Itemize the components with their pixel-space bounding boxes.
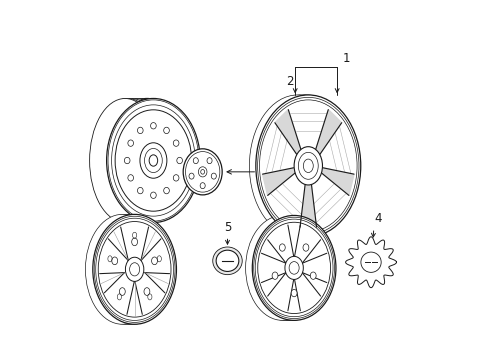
Ellipse shape (248, 215, 322, 320)
Ellipse shape (149, 155, 157, 166)
Ellipse shape (360, 252, 380, 273)
Ellipse shape (85, 215, 159, 324)
Ellipse shape (150, 192, 156, 198)
Polygon shape (262, 168, 295, 195)
Polygon shape (300, 180, 316, 227)
Ellipse shape (310, 272, 316, 279)
Text: 1: 1 (342, 52, 349, 65)
Ellipse shape (249, 95, 345, 237)
Text: 5: 5 (224, 221, 231, 234)
Ellipse shape (173, 175, 179, 181)
Polygon shape (321, 168, 353, 195)
Ellipse shape (251, 215, 325, 320)
Ellipse shape (143, 288, 149, 296)
Polygon shape (345, 237, 396, 288)
Ellipse shape (137, 127, 143, 134)
Ellipse shape (200, 183, 205, 189)
Ellipse shape (293, 147, 322, 185)
Ellipse shape (150, 123, 156, 129)
Ellipse shape (279, 244, 285, 251)
Ellipse shape (92, 99, 163, 222)
Ellipse shape (106, 99, 200, 222)
Ellipse shape (137, 188, 143, 194)
Ellipse shape (119, 288, 125, 296)
Ellipse shape (125, 257, 143, 282)
Ellipse shape (163, 188, 169, 194)
Text: 3: 3 (261, 165, 268, 178)
Ellipse shape (92, 215, 166, 324)
Ellipse shape (193, 158, 198, 164)
Ellipse shape (177, 157, 182, 164)
Ellipse shape (189, 173, 194, 179)
Text: 4: 4 (374, 212, 381, 225)
Ellipse shape (245, 215, 319, 320)
Ellipse shape (163, 127, 169, 134)
Ellipse shape (127, 140, 133, 146)
Ellipse shape (89, 99, 160, 222)
Ellipse shape (285, 256, 303, 279)
Ellipse shape (173, 140, 179, 146)
Ellipse shape (252, 215, 335, 320)
Ellipse shape (151, 257, 157, 265)
Ellipse shape (124, 157, 130, 164)
Ellipse shape (127, 175, 133, 181)
Ellipse shape (303, 244, 308, 251)
Ellipse shape (100, 99, 170, 222)
Ellipse shape (206, 158, 212, 164)
Ellipse shape (211, 173, 216, 179)
Ellipse shape (290, 289, 296, 297)
Ellipse shape (96, 99, 166, 222)
Ellipse shape (212, 247, 242, 275)
Ellipse shape (255, 95, 360, 237)
Polygon shape (314, 109, 341, 156)
Ellipse shape (271, 272, 277, 279)
Ellipse shape (131, 238, 137, 246)
Ellipse shape (253, 95, 349, 237)
Ellipse shape (183, 149, 222, 195)
Ellipse shape (89, 215, 162, 324)
Ellipse shape (93, 215, 176, 324)
Ellipse shape (112, 257, 118, 265)
Ellipse shape (303, 159, 313, 172)
Ellipse shape (200, 170, 204, 174)
Polygon shape (274, 109, 301, 156)
Ellipse shape (216, 250, 238, 271)
Text: 2: 2 (285, 76, 293, 89)
